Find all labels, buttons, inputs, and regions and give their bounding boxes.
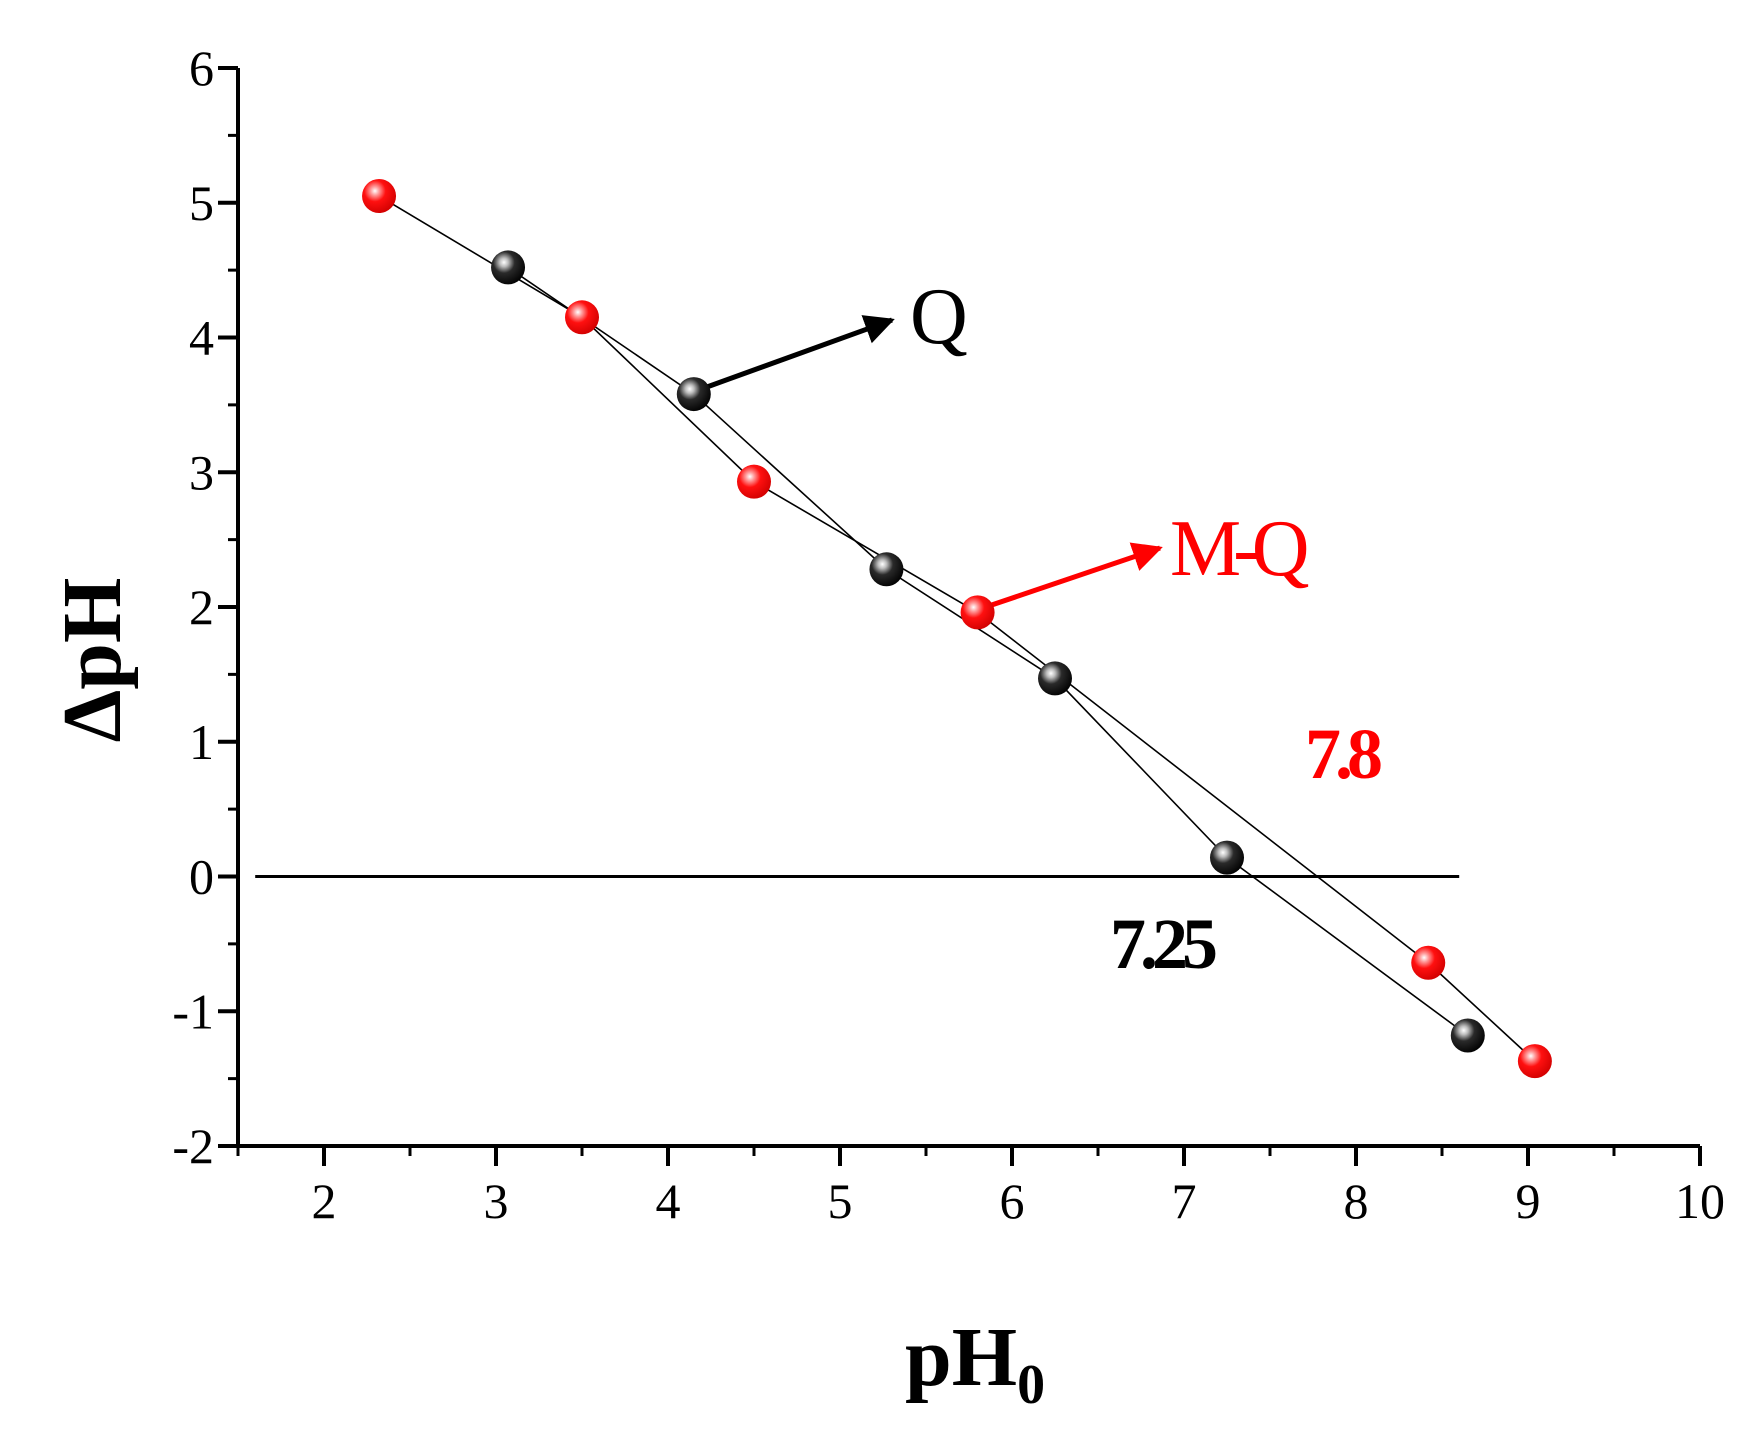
x-axis-title-subscript: 0 xyxy=(1017,1354,1045,1416)
point-q xyxy=(1210,840,1244,875)
point-mq xyxy=(565,300,599,335)
x-tick-label: 4 xyxy=(656,1173,681,1229)
y-tick-label: 1 xyxy=(189,714,214,770)
series-line-mq xyxy=(378,195,1536,1062)
point-q xyxy=(1450,1018,1485,1053)
y-tick-label: -1 xyxy=(172,983,214,1039)
annotation-mq-intercept: 7.8 xyxy=(1305,714,1381,794)
x-tick-label: 2 xyxy=(312,1173,337,1229)
x-tick-label: 10 xyxy=(1675,1173,1725,1229)
y-tick-label: 2 xyxy=(189,579,214,635)
point-mq xyxy=(1411,945,1446,980)
x-tick-label: 8 xyxy=(1344,1173,1369,1229)
point-q xyxy=(869,552,904,587)
x-tick-label: 6 xyxy=(1000,1173,1025,1229)
arrow-q xyxy=(702,315,895,391)
y-axis-title: ΔpH xyxy=(46,578,139,743)
legend-label-q: Q xyxy=(910,273,968,361)
y-tick-label: 0 xyxy=(189,849,214,905)
y-tick-label: 5 xyxy=(189,175,214,231)
point-mq xyxy=(960,595,995,630)
x-tick-label: 3 xyxy=(484,1173,509,1229)
y-tick-label: 3 xyxy=(189,444,214,500)
data-points xyxy=(362,179,1552,1079)
x-tick-label: 7 xyxy=(1172,1173,1197,1229)
legend-label-mq: M-Q xyxy=(1170,505,1309,593)
axes: -2 -1 0 1 2 3 4 5 6 2 3 4 5 6 7 8 9 10 xyxy=(172,40,1725,1229)
y-tick-label: 6 xyxy=(189,40,214,96)
point-mq xyxy=(737,464,771,499)
arrow-mq xyxy=(986,542,1163,609)
svg-text:pH0: pH0 xyxy=(905,1311,1045,1416)
annotation-q-intercept: 7.25 xyxy=(1110,904,1216,984)
x-tick-label: 5 xyxy=(828,1173,853,1229)
point-q xyxy=(676,377,711,412)
legend-arrows xyxy=(702,315,1163,609)
x-tick-label: 9 xyxy=(1516,1173,1541,1229)
y-tick-label: -2 xyxy=(172,1118,214,1174)
y-tick-label: 4 xyxy=(189,310,214,366)
point-mq xyxy=(362,179,397,214)
x-axis-title: pH0 xyxy=(905,1311,1045,1416)
point-mq xyxy=(1517,1044,1552,1079)
point-q xyxy=(491,250,526,285)
point-q xyxy=(1038,661,1072,696)
x-axis-title-main: pH xyxy=(905,1311,1017,1404)
series-line-q xyxy=(507,266,1469,1037)
